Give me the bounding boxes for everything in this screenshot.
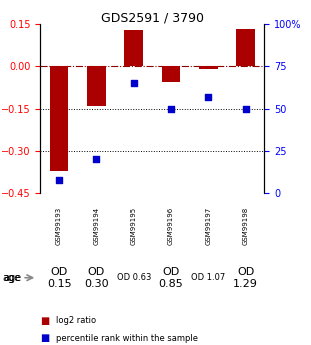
Text: OD
1.29: OD 1.29 [233, 267, 258, 288]
Text: OD
0.30: OD 0.30 [84, 267, 109, 288]
Text: OD
0.15: OD 0.15 [47, 267, 72, 288]
Point [131, 80, 136, 86]
Text: log2 ratio: log2 ratio [56, 316, 96, 325]
Text: GSM99198: GSM99198 [243, 207, 249, 245]
Title: GDS2591 / 3790: GDS2591 / 3790 [101, 11, 204, 24]
Text: GSM99197: GSM99197 [205, 207, 211, 245]
Text: age: age [2, 273, 20, 283]
Text: GSM99195: GSM99195 [131, 207, 137, 245]
Text: GSM99194: GSM99194 [93, 207, 100, 245]
Point [206, 94, 211, 100]
Text: GSM99193: GSM99193 [56, 207, 62, 245]
Point [57, 177, 62, 183]
Text: GSM99196: GSM99196 [168, 207, 174, 245]
Bar [50, 66, 68, 171]
Bar [162, 66, 180, 82]
Text: OD
0.85: OD 0.85 [159, 267, 183, 288]
Text: OD 1.07: OD 1.07 [191, 273, 225, 282]
Bar [199, 66, 218, 69]
Text: OD 0.63: OD 0.63 [117, 273, 151, 282]
Text: percentile rank within the sample: percentile rank within the sample [56, 334, 198, 343]
Point [169, 106, 174, 111]
Bar [236, 29, 255, 66]
Text: ■: ■ [40, 316, 50, 326]
Point [243, 106, 248, 111]
Text: age: age [3, 273, 21, 283]
Text: ■: ■ [40, 333, 50, 343]
Bar [87, 66, 106, 106]
Bar [124, 30, 143, 66]
Point [94, 157, 99, 162]
